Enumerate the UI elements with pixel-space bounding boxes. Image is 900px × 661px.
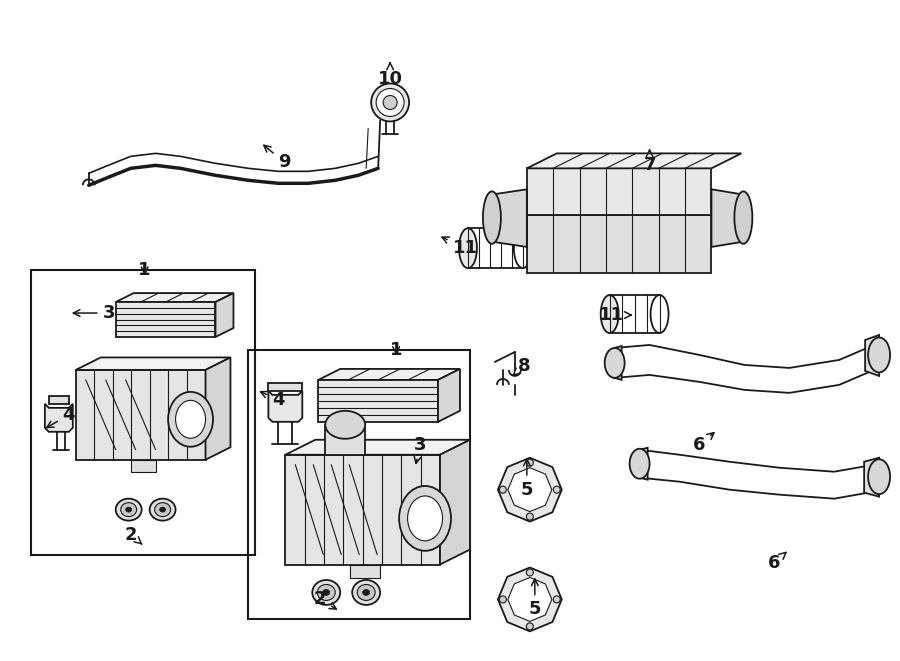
Ellipse shape	[408, 496, 443, 541]
Polygon shape	[285, 455, 440, 564]
Text: 11: 11	[442, 237, 478, 257]
Ellipse shape	[500, 596, 507, 603]
Ellipse shape	[514, 228, 532, 268]
Ellipse shape	[121, 502, 137, 517]
Polygon shape	[325, 425, 365, 455]
Polygon shape	[615, 346, 622, 380]
Polygon shape	[498, 457, 562, 522]
Ellipse shape	[363, 590, 370, 596]
Polygon shape	[440, 440, 470, 564]
Polygon shape	[319, 380, 438, 422]
Polygon shape	[285, 440, 470, 455]
Ellipse shape	[176, 401, 205, 438]
Polygon shape	[640, 447, 648, 480]
Bar	[248, 350, 470, 619]
Ellipse shape	[500, 486, 507, 493]
Ellipse shape	[554, 596, 561, 603]
Ellipse shape	[155, 502, 171, 517]
Ellipse shape	[483, 192, 501, 244]
Text: 2: 2	[124, 525, 142, 544]
Ellipse shape	[126, 507, 131, 512]
Text: 5: 5	[528, 579, 541, 619]
Polygon shape	[498, 568, 562, 631]
Ellipse shape	[116, 498, 141, 521]
Polygon shape	[45, 404, 73, 432]
Polygon shape	[215, 293, 233, 337]
Polygon shape	[438, 369, 460, 422]
Ellipse shape	[526, 569, 534, 576]
Polygon shape	[116, 293, 233, 302]
Polygon shape	[268, 391, 302, 422]
Ellipse shape	[325, 411, 365, 439]
Ellipse shape	[526, 513, 534, 520]
Ellipse shape	[526, 623, 534, 630]
Ellipse shape	[312, 580, 340, 605]
Polygon shape	[319, 369, 460, 380]
Text: 6: 6	[693, 433, 714, 453]
Ellipse shape	[868, 459, 890, 494]
Text: 5: 5	[520, 459, 533, 498]
Polygon shape	[526, 153, 742, 169]
Ellipse shape	[352, 580, 380, 605]
Polygon shape	[508, 468, 552, 512]
Ellipse shape	[554, 486, 561, 493]
Text: 11: 11	[599, 306, 631, 324]
Polygon shape	[711, 189, 743, 247]
Polygon shape	[350, 564, 380, 578]
Ellipse shape	[357, 584, 375, 600]
Ellipse shape	[323, 590, 329, 596]
Polygon shape	[865, 335, 879, 376]
Polygon shape	[526, 169, 711, 215]
Polygon shape	[508, 578, 552, 621]
Ellipse shape	[168, 392, 213, 447]
Polygon shape	[116, 302, 215, 337]
Ellipse shape	[630, 449, 650, 479]
Text: 6: 6	[768, 553, 786, 572]
Ellipse shape	[651, 295, 669, 333]
Text: 2: 2	[314, 590, 337, 609]
Text: 9: 9	[264, 145, 291, 171]
Polygon shape	[205, 358, 230, 460]
Ellipse shape	[868, 338, 890, 372]
Ellipse shape	[383, 95, 397, 110]
Bar	[31, 270, 256, 555]
Ellipse shape	[734, 192, 752, 244]
Ellipse shape	[605, 348, 625, 378]
Text: 3: 3	[73, 304, 115, 322]
Polygon shape	[492, 189, 526, 247]
Ellipse shape	[318, 584, 335, 600]
Ellipse shape	[526, 459, 534, 466]
Text: 4: 4	[47, 406, 75, 428]
Ellipse shape	[149, 498, 176, 521]
Text: 1: 1	[390, 341, 402, 359]
Polygon shape	[268, 383, 302, 391]
Text: 10: 10	[378, 63, 402, 87]
Polygon shape	[864, 457, 879, 496]
Ellipse shape	[459, 228, 477, 268]
Ellipse shape	[371, 83, 410, 122]
Polygon shape	[49, 396, 68, 404]
Ellipse shape	[600, 295, 618, 333]
Text: 7: 7	[644, 150, 656, 175]
Text: 3: 3	[414, 436, 427, 463]
Polygon shape	[526, 215, 711, 273]
Polygon shape	[130, 460, 156, 472]
Text: 4: 4	[260, 391, 284, 409]
Ellipse shape	[376, 89, 404, 116]
Ellipse shape	[399, 486, 451, 551]
Text: 1: 1	[139, 261, 151, 279]
Text: 8: 8	[513, 357, 530, 375]
Ellipse shape	[159, 507, 166, 512]
Polygon shape	[76, 370, 205, 460]
Polygon shape	[76, 358, 230, 370]
